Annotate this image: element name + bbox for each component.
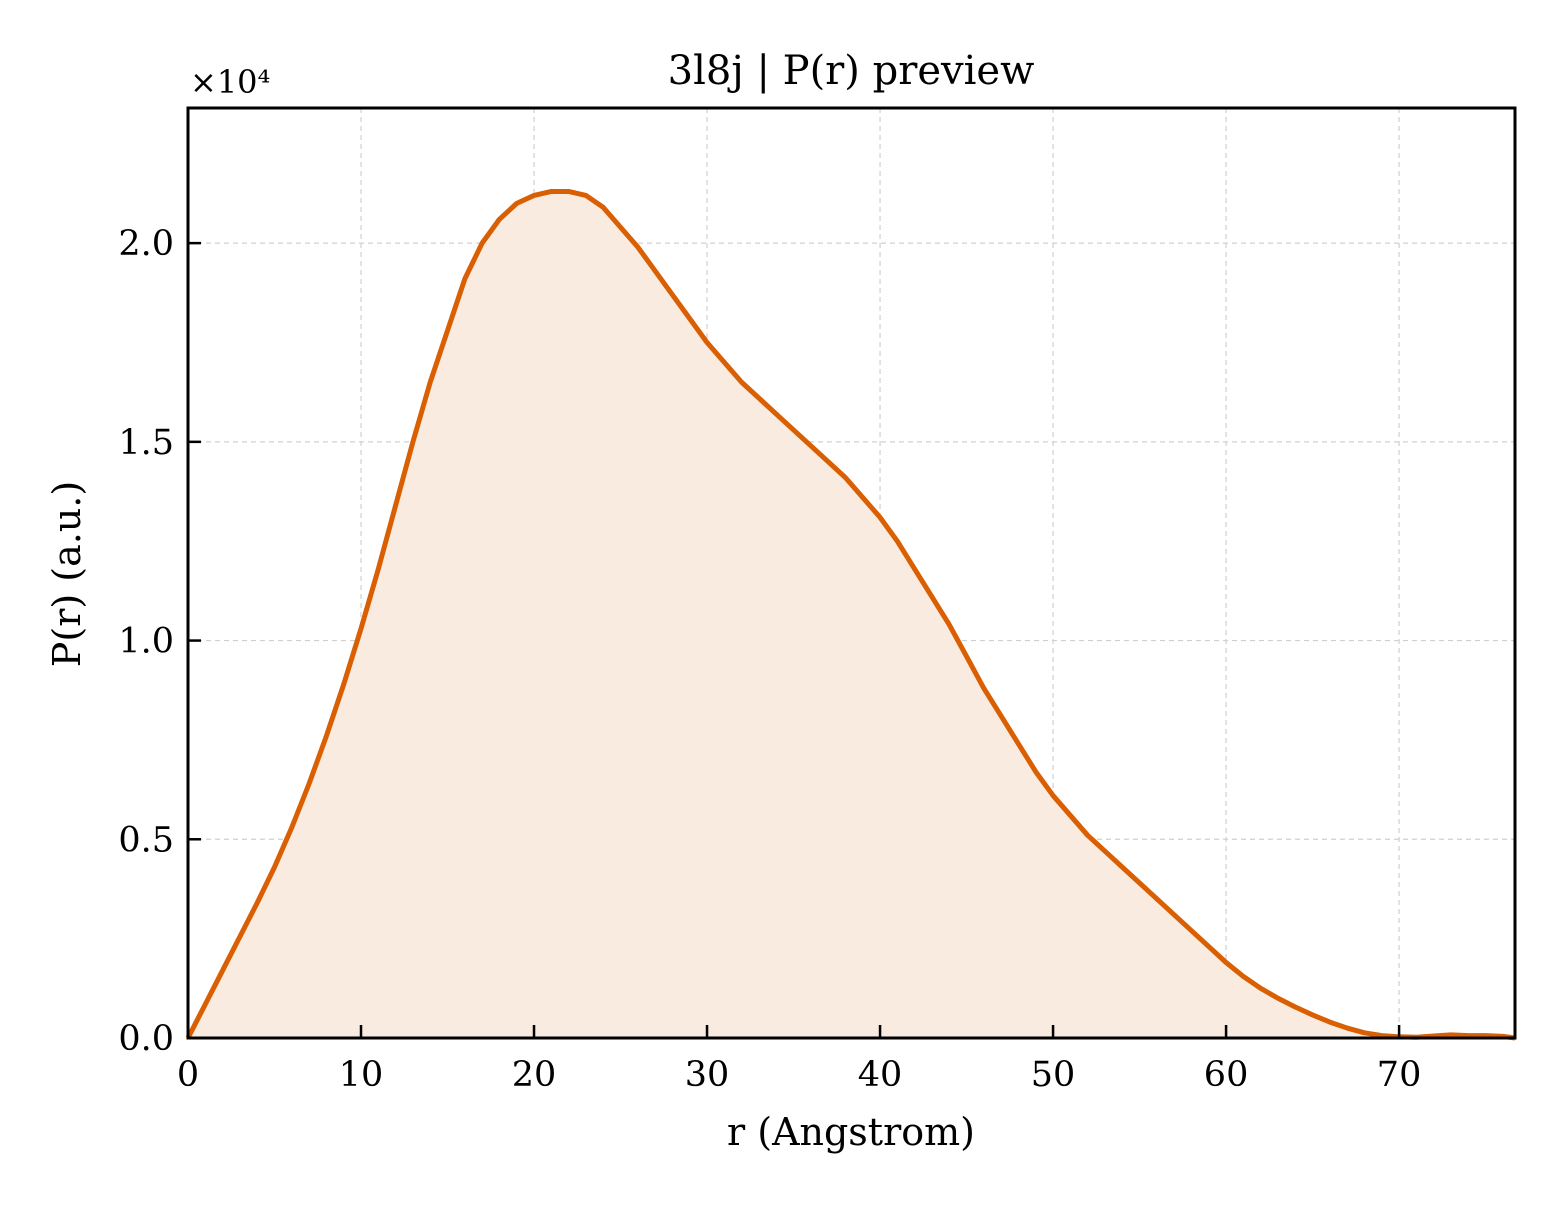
x-tick-label: 50 — [1031, 1055, 1076, 1095]
x-tick-label: 10 — [339, 1055, 384, 1095]
x-tick-label: 60 — [1204, 1055, 1249, 1095]
y-tick-label: 1.5 — [118, 423, 174, 463]
y-tick-label: 0.0 — [118, 1019, 174, 1059]
x-axis-label: r (Angstrom) — [727, 1110, 975, 1154]
x-tick-label: 0 — [177, 1055, 199, 1095]
y-axis-label: P(r) (a.u.) — [45, 481, 89, 667]
x-tick-label: 40 — [858, 1055, 903, 1095]
x-tick-label: 30 — [685, 1055, 730, 1095]
x-tick-label: 70 — [1377, 1055, 1422, 1095]
y-tick-label: 0.5 — [118, 820, 174, 860]
y-tick-label: 2.0 — [118, 224, 174, 264]
chart-title: 3l8j | P(r) preview — [668, 48, 1035, 94]
y-axis-offset-label: ×10⁴ — [190, 63, 270, 101]
y-tick-label: 1.0 — [118, 622, 174, 662]
x-tick-label: 20 — [512, 1055, 557, 1095]
